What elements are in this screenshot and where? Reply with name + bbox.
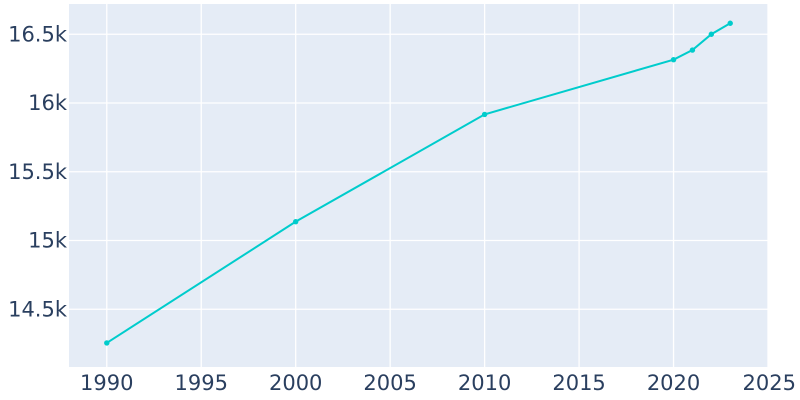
data-point: [708, 31, 715, 37]
data-point: [481, 111, 488, 118]
x-tick-label: 1995: [175, 371, 228, 395]
y-axis-tick-labels: 14.5k 15k 15.5k 16k 16.5k: [8, 22, 68, 321]
x-tick-label: 2015: [552, 371, 605, 395]
data-point: [689, 47, 696, 53]
x-tick-label: 2000: [269, 371, 322, 395]
data-point: [727, 20, 733, 26]
x-tick-label: 1990: [80, 371, 133, 395]
series-group: [104, 20, 733, 346]
data-point: [670, 56, 677, 63]
y-tick-label: 15.5k: [8, 160, 68, 184]
y-tick-label: 15k: [28, 229, 68, 253]
x-axis-tick-labels: 1990 1995 2000 2005 2010 2015 2020 2025: [80, 371, 796, 395]
y-tick-label: 16.5k: [8, 22, 68, 46]
plot-background: [69, 4, 768, 367]
data-point: [104, 340, 110, 346]
data-point: [293, 218, 299, 225]
y-tick-label: 14.5k: [8, 297, 68, 321]
x-tick-label: 2025: [743, 371, 796, 395]
x-tick-label: 2020: [647, 371, 700, 395]
x-tick-label: 2010: [458, 371, 511, 395]
y-tick-label: 16k: [28, 91, 68, 115]
gridlines: [69, 4, 769, 367]
x-tick-label: 2005: [363, 371, 416, 395]
